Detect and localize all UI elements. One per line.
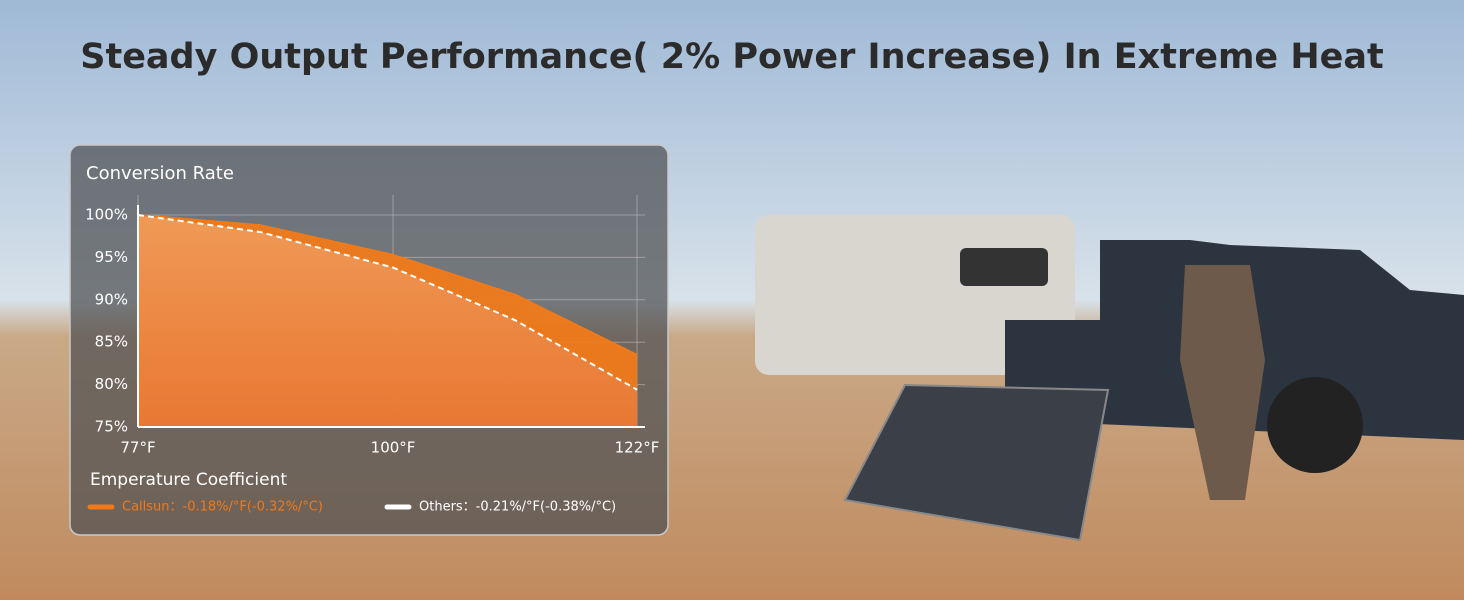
y-tick-label: 80% <box>95 375 128 393</box>
x-tick-label: 100°F <box>371 439 416 457</box>
y-axis-label: Conversion Rate <box>86 163 234 184</box>
x-tick-label: 122°F <box>615 439 660 457</box>
legend-label: Callsun：-0.18%/°F(-0.32%/°C) <box>122 500 323 515</box>
trailer-window <box>960 248 1048 286</box>
wheel <box>1267 377 1363 473</box>
legend-title: Emperature Coefficient <box>90 470 287 490</box>
y-tick-label: 100% <box>85 206 128 224</box>
person <box>1180 265 1265 500</box>
page-title: Steady Output Performance( 2% Power Incr… <box>80 37 1383 77</box>
y-tick-label: 95% <box>95 248 128 266</box>
legend-label: Others：-0.21%/°F(-0.38%/°C) <box>419 500 616 515</box>
series-line <box>137 214 638 391</box>
area-fill <box>138 215 637 427</box>
y-tick-label: 75% <box>95 418 128 436</box>
y-tick-label: 85% <box>95 333 128 351</box>
series-line <box>137 214 638 356</box>
x-tick-label: 77°F <box>120 439 155 457</box>
solar-panel <box>843 383 1110 542</box>
plot: 75% 80% 85% 90% 95% 100% 77°F 100°F 122°F Callsun… <box>85 195 659 515</box>
y-tick-label: 90% <box>95 290 128 308</box>
